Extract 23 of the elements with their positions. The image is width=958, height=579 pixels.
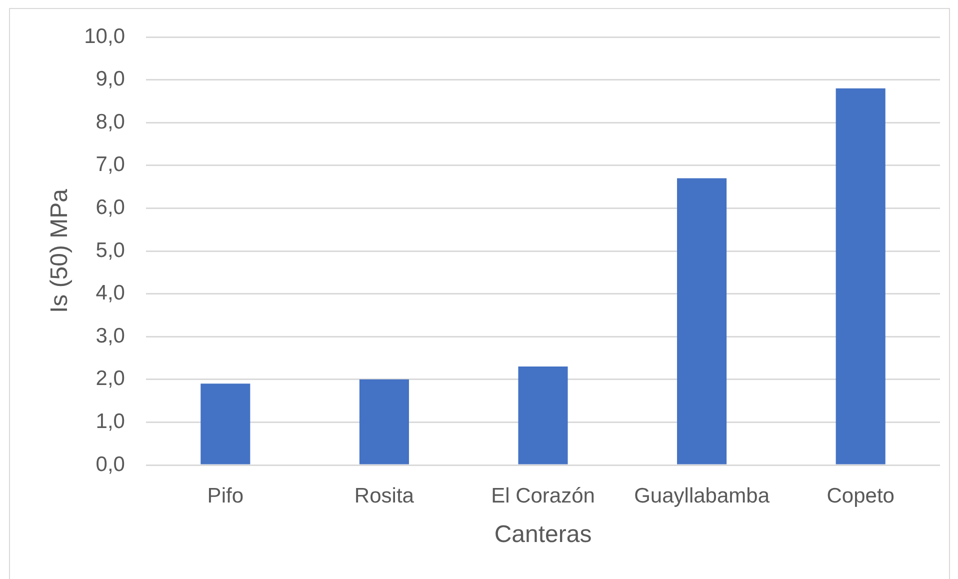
y-tick-label: 7,0 (96, 153, 125, 176)
y-tick-label: 8,0 (96, 110, 125, 134)
y-tick-label: 10,0 (84, 24, 125, 48)
y-tick-label: 1,0 (96, 410, 125, 433)
y-tick-label: 6,0 (96, 196, 125, 219)
y-tick-label: 9,0 (96, 68, 125, 91)
bar (518, 366, 568, 464)
bar (359, 379, 409, 464)
bar (677, 178, 727, 464)
x-tick-label: Guayllabamba (634, 484, 770, 508)
bar (836, 88, 886, 464)
x-tick-label: Pifo (207, 484, 244, 508)
y-tick-label: 2,0 (96, 367, 125, 390)
y-tick-label: 5,0 (96, 238, 125, 262)
bar (200, 384, 250, 464)
x-tick-label: Rosita (354, 484, 414, 508)
y-axis-title: Is (50) MPa (46, 188, 74, 314)
x-tick-label: El Corazón (491, 484, 595, 508)
y-tick-label: 3,0 (96, 324, 125, 348)
x-axis-title: Canteras (494, 521, 592, 548)
y-tick-label: 0,0 (96, 452, 125, 476)
x-tick-label: Copeto (826, 484, 894, 508)
y-tick-label: 4,0 (96, 282, 125, 305)
